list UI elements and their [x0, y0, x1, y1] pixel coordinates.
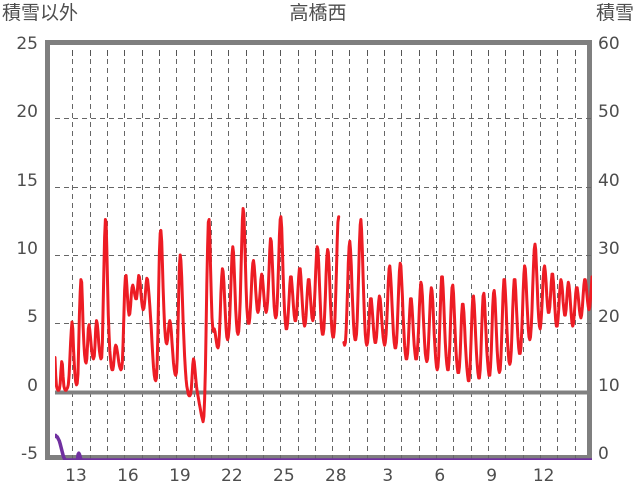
left-axis-title: 積雪以外 — [2, 2, 79, 24]
left-tick-15: 15 — [16, 170, 38, 191]
left-tick-25: 25 — [16, 34, 38, 54]
x-tick-16: 16 — [117, 466, 139, 486]
left-tick-20: 20 — [16, 102, 38, 123]
right-tick-20: 20 — [598, 307, 620, 328]
x-tick-28: 28 — [324, 466, 347, 486]
plot-area — [45, 40, 592, 460]
x-tick-6: 6 — [434, 466, 446, 486]
left-tick-5: 5 — [27, 307, 38, 328]
x-tick-12: 12 — [532, 466, 555, 486]
x-tick-22: 22 — [221, 466, 243, 486]
left-tick--5: -5 — [21, 444, 38, 464]
plot-inner — [55, 50, 592, 460]
right-tick-50: 50 — [598, 102, 620, 123]
right-tick-10: 10 — [598, 375, 620, 396]
right-tick-30: 30 — [598, 239, 620, 259]
right-tick-40: 40 — [598, 170, 620, 191]
x-tick-9: 9 — [486, 466, 498, 486]
right-tick-60: 60 — [598, 34, 620, 54]
right-tick-0: 0 — [598, 444, 609, 464]
x-tick-19: 19 — [169, 466, 191, 486]
series-canvas — [55, 50, 592, 460]
x-tick-3: 3 — [382, 466, 394, 486]
left-tick-0: 0 — [27, 375, 38, 396]
x-tick-25: 25 — [273, 466, 295, 486]
right-axis-title: 積雪 — [595, 2, 634, 24]
x-tick-13: 13 — [65, 466, 87, 486]
chart-title: 高橋西 — [289, 2, 347, 24]
left-tick-10: 10 — [16, 239, 38, 259]
